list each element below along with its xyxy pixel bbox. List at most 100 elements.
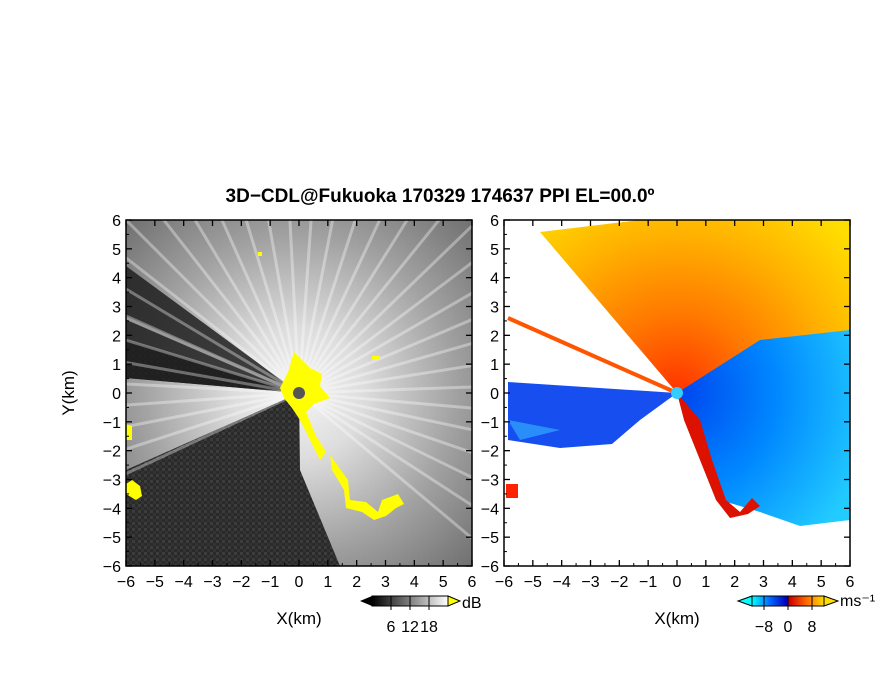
beam-ray [297, 220, 409, 394]
colorbar-tick-label: 18 [420, 619, 438, 636]
left-axes: −6 −5 −4 −3 −2 −1 0 1 2 3 4 5 6 6 5 4 3 2 1 0 −1 −2 −3 −4 −5 −6 [103, 213, 477, 591]
right-x-axis-label: X(km) [654, 609, 699, 628]
right-west-cyan [508, 420, 560, 440]
y-tick-label: 5 [490, 242, 499, 259]
y-tick-label: 4 [490, 271, 499, 288]
left-colorbar: 6 12 18 dB [360, 595, 482, 636]
beam-ray [298, 291, 472, 395]
x-tick-label: 3 [759, 574, 768, 591]
y-tick-label: −1 [481, 415, 499, 432]
x-tick-label: 4 [410, 574, 419, 591]
beam-ray [298, 364, 472, 395]
y-tick-label: 0 [112, 386, 121, 403]
colorbar-tick-label: 8 [808, 619, 817, 636]
beam-ray [297, 223, 472, 395]
y-tick-label: −5 [481, 530, 499, 547]
left-narrow-beam [126, 316, 300, 395]
y-tick-label: 1 [490, 357, 499, 374]
y-tick-label: 2 [112, 328, 121, 345]
x-tick-label: 2 [730, 574, 739, 591]
right-axes: −6 −5 −4 −3 −2 −1 0 1 2 3 4 5 6 6 5 4 3 2 1 0 −1 −2 −3 −4 −5 −6 [481, 213, 855, 591]
x-tick-label: −4 [175, 574, 193, 591]
x-tick-label: 6 [468, 574, 477, 591]
left-dark-sector [126, 266, 299, 393]
beam-ray [126, 360, 300, 395]
beam-ray [266, 220, 301, 394]
right-radar-site [671, 387, 683, 399]
x-tick-label: −2 [232, 574, 250, 591]
beam-ray [126, 287, 300, 395]
x-tick-label: 0 [295, 574, 304, 591]
beam-ray [193, 220, 301, 394]
beam-ray [298, 391, 472, 508]
x-tick-label: 1 [323, 574, 332, 591]
y-tick-label: 0 [490, 386, 499, 403]
left-radar-site [293, 387, 305, 399]
beam-ray [126, 391, 300, 476]
x-tick-label: −5 [524, 574, 542, 591]
left-colorbar-unit: dB [462, 595, 482, 612]
colorbar-tick-label: 12 [401, 619, 419, 636]
beam-ray [126, 391, 300, 451]
beam-ray [298, 260, 472, 395]
right-narrow-beam [507, 316, 678, 395]
beam-ray [126, 382, 300, 395]
beam-ray [297, 220, 313, 394]
left-beam-rays [0, 0, 699, 650]
y-tick-label: −2 [481, 444, 499, 461]
x-tick-label: −6 [117, 574, 135, 591]
y-tick-label: 3 [490, 300, 499, 317]
y-tick-label: 6 [490, 213, 499, 230]
x-tick-label: −1 [261, 574, 279, 591]
beam-ray [297, 220, 382, 394]
beam-ray [244, 220, 301, 394]
x-tick-label: 2 [352, 574, 361, 591]
beam-ray [126, 391, 300, 429]
x-tick-label: 5 [817, 574, 826, 591]
x-tick-label: 0 [673, 574, 682, 591]
beam-ray [297, 220, 357, 394]
beam-ray [126, 255, 300, 395]
beam-ray [126, 338, 300, 395]
beam-ray [298, 385, 472, 395]
y-tick-label: −2 [103, 444, 121, 461]
beam-ray [298, 391, 472, 410]
y-tick-label: −6 [481, 559, 499, 576]
beam-ray [297, 220, 335, 394]
chart-title: 3D−CDL@Fukuoka 170329 174637 PPI EL=00.0… [225, 186, 655, 207]
x-tick-label: −1 [639, 574, 657, 591]
y-tick-label: 6 [112, 213, 121, 230]
x-tick-label: −3 [581, 574, 599, 591]
x-tick-label: 1 [701, 574, 710, 591]
beam-ray [126, 391, 300, 407]
beam-ray [298, 391, 472, 480]
beam-ray [297, 220, 442, 394]
y-tick-label: −5 [103, 530, 121, 547]
beam-ray [288, 220, 301, 394]
right-red-boundary [677, 393, 760, 518]
x-tick-label: −2 [610, 574, 628, 591]
x-tick-label: −6 [495, 574, 513, 591]
beam-ray [126, 220, 301, 395]
y-tick-label: −3 [481, 473, 499, 490]
right-colorbar-unit: ms⁻¹ [840, 593, 875, 610]
y-tick-label: −3 [103, 473, 121, 490]
y-tick-label: 2 [490, 328, 499, 345]
y-tick-label: 4 [112, 271, 121, 288]
x-tick-label: −3 [203, 574, 221, 591]
colorbar-tick-label: −8 [755, 619, 773, 636]
colorbar-tick-label: 0 [784, 619, 793, 636]
y-tick-label: −4 [103, 501, 121, 518]
right-receding-region [677, 330, 850, 526]
x-tick-label: −4 [553, 574, 571, 591]
y-tick-label: 3 [112, 300, 121, 317]
beam-ray [220, 220, 301, 394]
left-x-axis-label: X(km) [276, 609, 321, 628]
beam-ray [298, 391, 472, 455]
beam-ray [161, 220, 301, 394]
y-tick-label: 1 [112, 357, 121, 374]
right-panel: −6 −5 −4 −3 −2 −1 0 1 2 3 4 5 6 6 5 4 3 2 1 0 −1 −2 −3 −4 −5 −6 [481, 213, 855, 591]
x-tick-label: −5 [146, 574, 164, 591]
beam-ray [298, 317, 472, 395]
